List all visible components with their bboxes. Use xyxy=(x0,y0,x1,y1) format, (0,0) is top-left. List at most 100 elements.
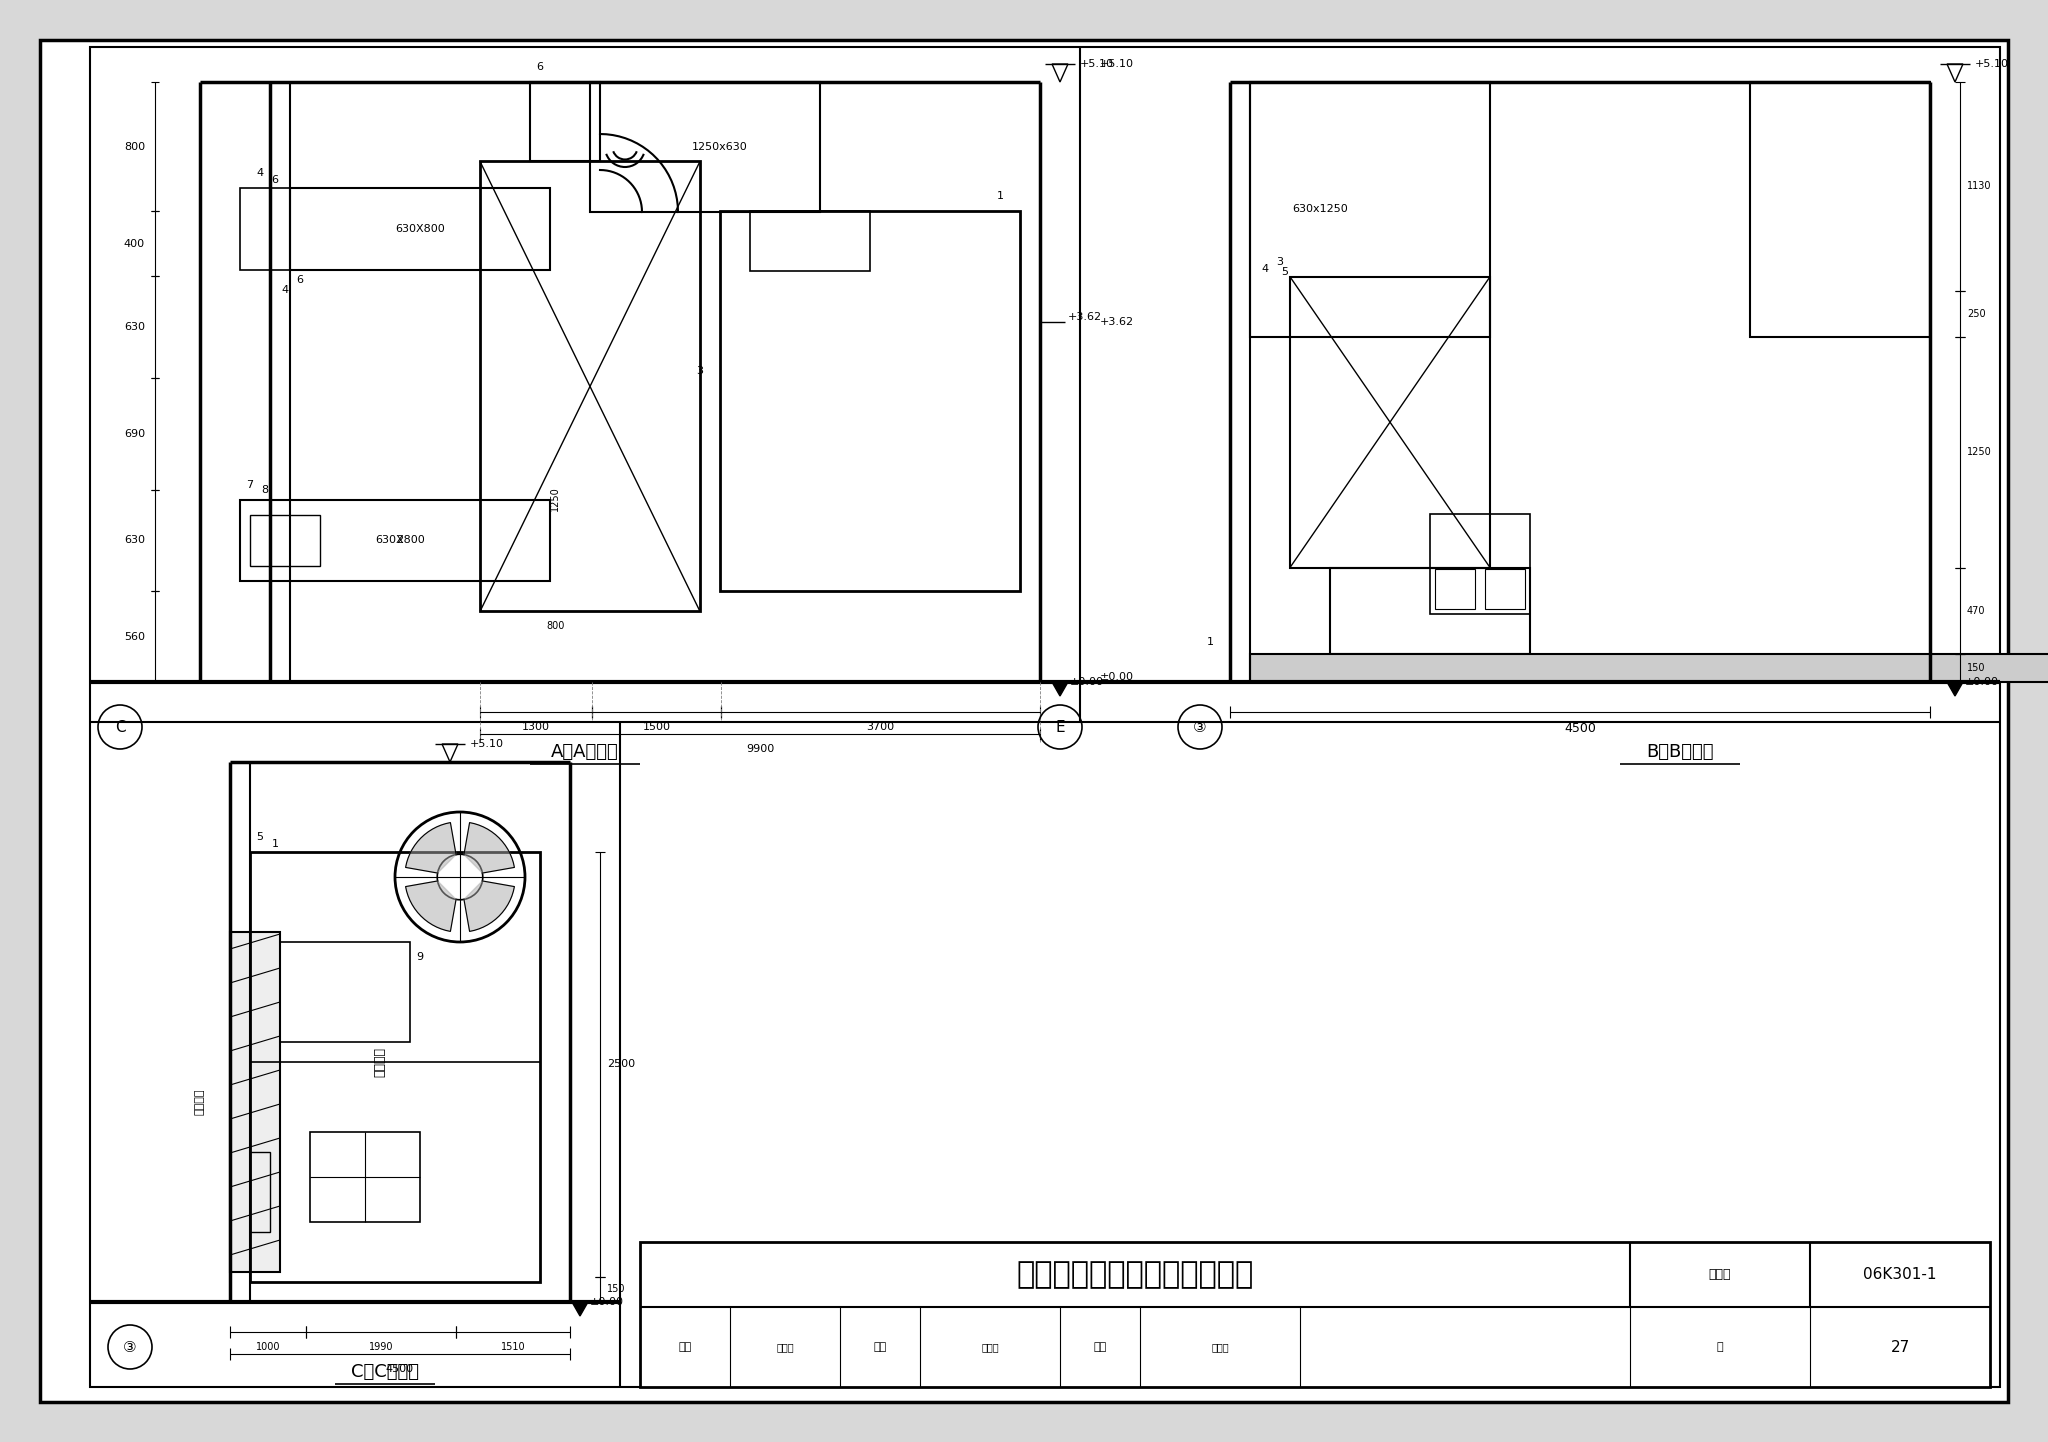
Bar xyxy=(1249,82,1491,337)
Bar xyxy=(1329,568,1530,655)
Text: 3: 3 xyxy=(696,366,705,376)
Text: 1130: 1130 xyxy=(1966,182,1991,192)
Bar xyxy=(281,942,410,1043)
Polygon shape xyxy=(1053,63,1067,82)
Polygon shape xyxy=(1053,682,1067,696)
Text: 4: 4 xyxy=(281,284,289,294)
Polygon shape xyxy=(406,822,457,872)
Polygon shape xyxy=(465,822,514,872)
Text: 6: 6 xyxy=(297,274,303,284)
Text: 2: 2 xyxy=(397,535,403,545)
Bar xyxy=(309,1132,420,1221)
Bar xyxy=(229,932,281,1272)
Text: 560: 560 xyxy=(125,632,145,642)
Text: 页: 页 xyxy=(1716,1343,1722,1353)
Text: +5.10: +5.10 xyxy=(1974,59,2009,69)
Bar xyxy=(750,212,870,271)
Polygon shape xyxy=(1948,63,1962,82)
Text: 设计: 设计 xyxy=(1094,1343,1106,1353)
Polygon shape xyxy=(442,744,459,761)
Text: 殷德刚: 殷德刚 xyxy=(1210,1343,1229,1353)
Text: 图集号: 图集号 xyxy=(1708,1268,1731,1280)
Text: 1500: 1500 xyxy=(643,722,670,733)
Text: 1510: 1510 xyxy=(500,1343,524,1353)
Text: 校对: 校对 xyxy=(872,1343,887,1353)
Text: 630: 630 xyxy=(125,322,145,332)
Text: 6: 6 xyxy=(537,62,543,72)
Text: 1300: 1300 xyxy=(522,722,551,733)
Text: 5: 5 xyxy=(256,832,264,842)
Bar xyxy=(721,212,1020,591)
Text: B－B剖面图: B－B剖面图 xyxy=(1647,743,1714,761)
Text: ±0.00: ±0.00 xyxy=(590,1296,625,1306)
Text: 630X800: 630X800 xyxy=(375,535,424,545)
Text: 06K301-1: 06K301-1 xyxy=(1864,1268,1937,1282)
Bar xyxy=(1430,515,1530,614)
Text: 4500: 4500 xyxy=(1565,722,1595,735)
Text: 3700: 3700 xyxy=(866,722,895,733)
Text: 宋长辉: 宋长辉 xyxy=(981,1343,999,1353)
Text: 新风、排风量不等热回收系统: 新风、排风量不等热回收系统 xyxy=(1016,1260,1253,1289)
Bar xyxy=(250,1152,270,1231)
Text: 1: 1 xyxy=(997,192,1004,202)
Text: 630: 630 xyxy=(125,535,145,545)
Text: 1: 1 xyxy=(1206,637,1214,647)
Text: 250: 250 xyxy=(1966,309,1987,319)
Text: ±0.00: ±0.00 xyxy=(1069,676,1104,686)
Text: 27: 27 xyxy=(1890,1340,1909,1354)
Text: 7: 7 xyxy=(246,480,254,490)
Bar xyxy=(479,162,700,611)
Text: 400: 400 xyxy=(123,239,145,248)
Text: 800: 800 xyxy=(547,622,565,632)
Text: 李远学: 李远学 xyxy=(776,1343,795,1353)
Text: 8: 8 xyxy=(262,485,268,495)
Text: 新风百叶: 新风百叶 xyxy=(195,1089,205,1115)
Text: 检修空间: 检修空间 xyxy=(373,1047,387,1077)
Bar xyxy=(250,852,541,1282)
Polygon shape xyxy=(1948,682,1962,696)
Text: A－A剖面图: A－A剖面图 xyxy=(551,743,618,761)
Text: 3: 3 xyxy=(1276,257,1284,267)
Bar xyxy=(250,515,319,567)
Bar xyxy=(1485,570,1526,610)
Text: +3.62: +3.62 xyxy=(1067,311,1102,322)
Text: C－C剖面图: C－C剖面图 xyxy=(350,1363,420,1381)
Text: 630X800: 630X800 xyxy=(395,224,444,234)
Bar xyxy=(291,187,551,270)
Bar xyxy=(639,1242,1991,1387)
Text: 1990: 1990 xyxy=(369,1343,393,1353)
Text: +5.10: +5.10 xyxy=(1079,59,1114,69)
Bar xyxy=(530,82,600,162)
Text: C: C xyxy=(115,720,125,734)
Text: 800: 800 xyxy=(123,141,145,151)
Text: +3.62: +3.62 xyxy=(1100,317,1135,327)
Text: +5.10: +5.10 xyxy=(1100,59,1135,69)
Text: 630x1250: 630x1250 xyxy=(1292,205,1348,215)
Text: 审核: 审核 xyxy=(678,1343,692,1353)
Text: 1250: 1250 xyxy=(1966,447,1993,457)
Text: 5: 5 xyxy=(1282,267,1288,277)
Text: 1250x630: 1250x630 xyxy=(692,141,748,151)
Text: 1: 1 xyxy=(272,839,279,849)
Text: 470: 470 xyxy=(1966,606,1985,616)
Text: E: E xyxy=(1055,720,1065,734)
Bar xyxy=(1749,82,1929,337)
Text: 2500: 2500 xyxy=(606,1060,635,1070)
Polygon shape xyxy=(571,1302,588,1317)
Bar xyxy=(240,187,291,270)
Bar xyxy=(1436,570,1475,610)
Text: 4: 4 xyxy=(1262,264,1268,274)
Bar xyxy=(1290,277,1491,568)
Text: 150: 150 xyxy=(606,1285,625,1295)
Text: +5.10: +5.10 xyxy=(469,738,504,748)
Polygon shape xyxy=(406,881,457,932)
Bar xyxy=(1249,655,2048,682)
Text: 150: 150 xyxy=(1966,663,1985,673)
Text: 9900: 9900 xyxy=(745,744,774,754)
Text: 1250: 1250 xyxy=(551,486,559,510)
Text: ±0.00: ±0.00 xyxy=(1964,676,1999,686)
Text: ③: ③ xyxy=(1194,720,1206,734)
Text: 9: 9 xyxy=(416,952,424,962)
Bar xyxy=(590,82,819,212)
Text: 690: 690 xyxy=(123,428,145,438)
